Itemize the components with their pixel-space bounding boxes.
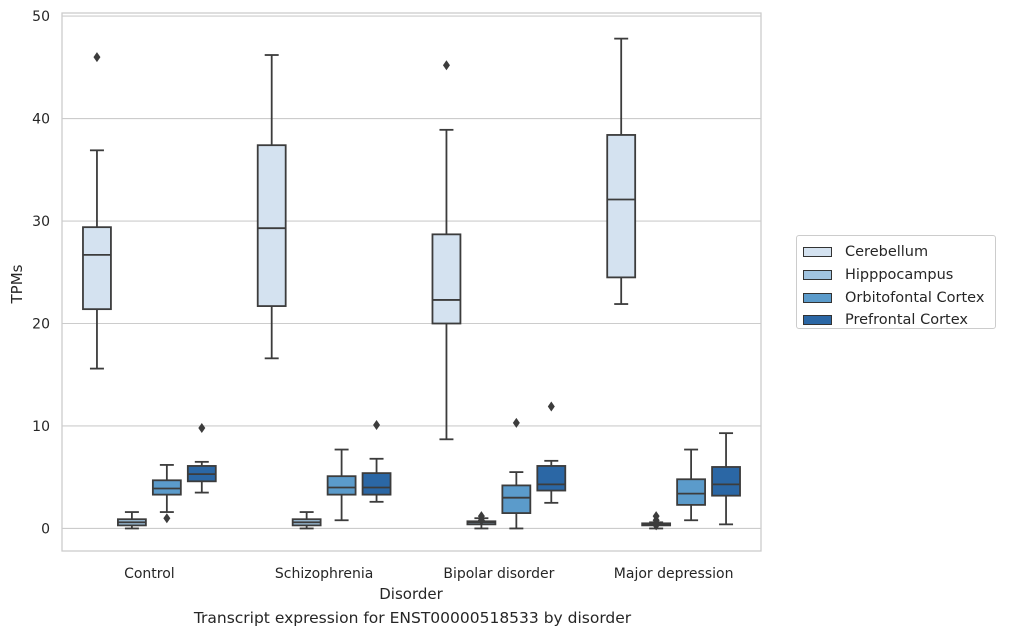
- legend-item: Cerebellum: [803, 241, 995, 264]
- box-iqr: [151, 479, 182, 496]
- legend-swatch-orbitofrontal: [803, 292, 832, 303]
- outlier-point: [477, 511, 485, 522]
- box-cerebellum: [256, 54, 287, 360]
- box-prefrontal-cortex: [186, 423, 217, 494]
- legend-swatch-hippocampus: [803, 270, 832, 281]
- box-cerebellum: [431, 60, 462, 441]
- box-iqr: [676, 478, 706, 506]
- y-tick-label: 20: [32, 317, 50, 333]
- box-hipppocampus: [117, 511, 147, 530]
- legend-label: Orbitofontal Cortex: [845, 289, 985, 306]
- plot-area: [61, 12, 762, 552]
- outlier-point: [442, 60, 450, 71]
- box-iqr: [361, 472, 392, 496]
- legend-item: Prefrontal Cortex: [803, 309, 995, 332]
- y-gridlines: [62, 15, 761, 530]
- box-orbitofontal-cortex: [151, 464, 182, 524]
- legend-item: Hipppocampus: [803, 264, 995, 287]
- y-tick-label: 10: [32, 419, 50, 435]
- chart-caption: Transcript expression for ENST0000051853…: [193, 609, 632, 627]
- y-tick-label: 30: [32, 214, 50, 230]
- legend-swatch-prefrontal: [803, 315, 832, 326]
- legend: Cerebellum Hipppocampus Orbitofontal Cor…: [796, 235, 996, 329]
- box-iqr: [431, 233, 462, 325]
- box-iqr: [501, 484, 532, 514]
- box-orbitofontal-cortex: [326, 448, 357, 522]
- box-iqr: [536, 465, 567, 492]
- box-prefrontal-cortex: [711, 432, 741, 526]
- box-iqr: [256, 144, 287, 307]
- outlier-point: [373, 419, 381, 430]
- box-hipppocampus: [466, 511, 497, 530]
- legend-label: Hipppocampus: [845, 267, 954, 284]
- outlier-point: [93, 52, 101, 63]
- box-iqr: [326, 475, 357, 496]
- legend-item: Orbitofontal Cortex: [803, 286, 995, 309]
- legend-swatch-cerebellum: [803, 247, 832, 258]
- box-iqr: [606, 134, 637, 279]
- box-orbitofontal-cortex: [501, 417, 532, 530]
- box-orbitofontal-cortex: [676, 448, 706, 522]
- legend-label: Cerebellum: [845, 244, 929, 261]
- x-tick-label: Control: [124, 566, 175, 582]
- y-tick-label: 0: [41, 521, 50, 537]
- y-axis-ticks: 0 10 20 30 40 50: [32, 9, 50, 537]
- box-iqr: [82, 226, 112, 311]
- y-axis-label: TPMs: [8, 264, 26, 304]
- x-tick-label: Bipolar disorder: [443, 566, 554, 582]
- box-cerebellum: [82, 52, 112, 370]
- outlier-point: [652, 511, 660, 522]
- legend-label: Prefrontal Cortex: [845, 312, 968, 329]
- box-iqr: [711, 466, 741, 497]
- outlier-point: [198, 423, 206, 434]
- box-prefrontal-cortex: [361, 419, 392, 503]
- x-axis-ticks: Control Schizophrenia Bipolar disorder Majo…: [124, 566, 733, 582]
- outlier-point: [163, 513, 171, 524]
- outlier-point: [512, 417, 520, 428]
- box-prefrontal-cortex: [536, 401, 567, 504]
- outlier-point: [547, 401, 555, 412]
- box-series: [82, 37, 741, 531]
- x-tick-label: Schizophrenia: [275, 566, 373, 582]
- box-hipppocampus: [641, 511, 672, 531]
- outlier-point: [652, 520, 660, 531]
- x-axis-label: Disorder: [379, 585, 443, 603]
- y-tick-label: 40: [32, 112, 50, 128]
- box-cerebellum: [606, 37, 637, 305]
- box-hipppocampus: [291, 511, 322, 530]
- x-tick-label: Major depression: [614, 566, 734, 582]
- y-tick-label: 50: [32, 9, 50, 25]
